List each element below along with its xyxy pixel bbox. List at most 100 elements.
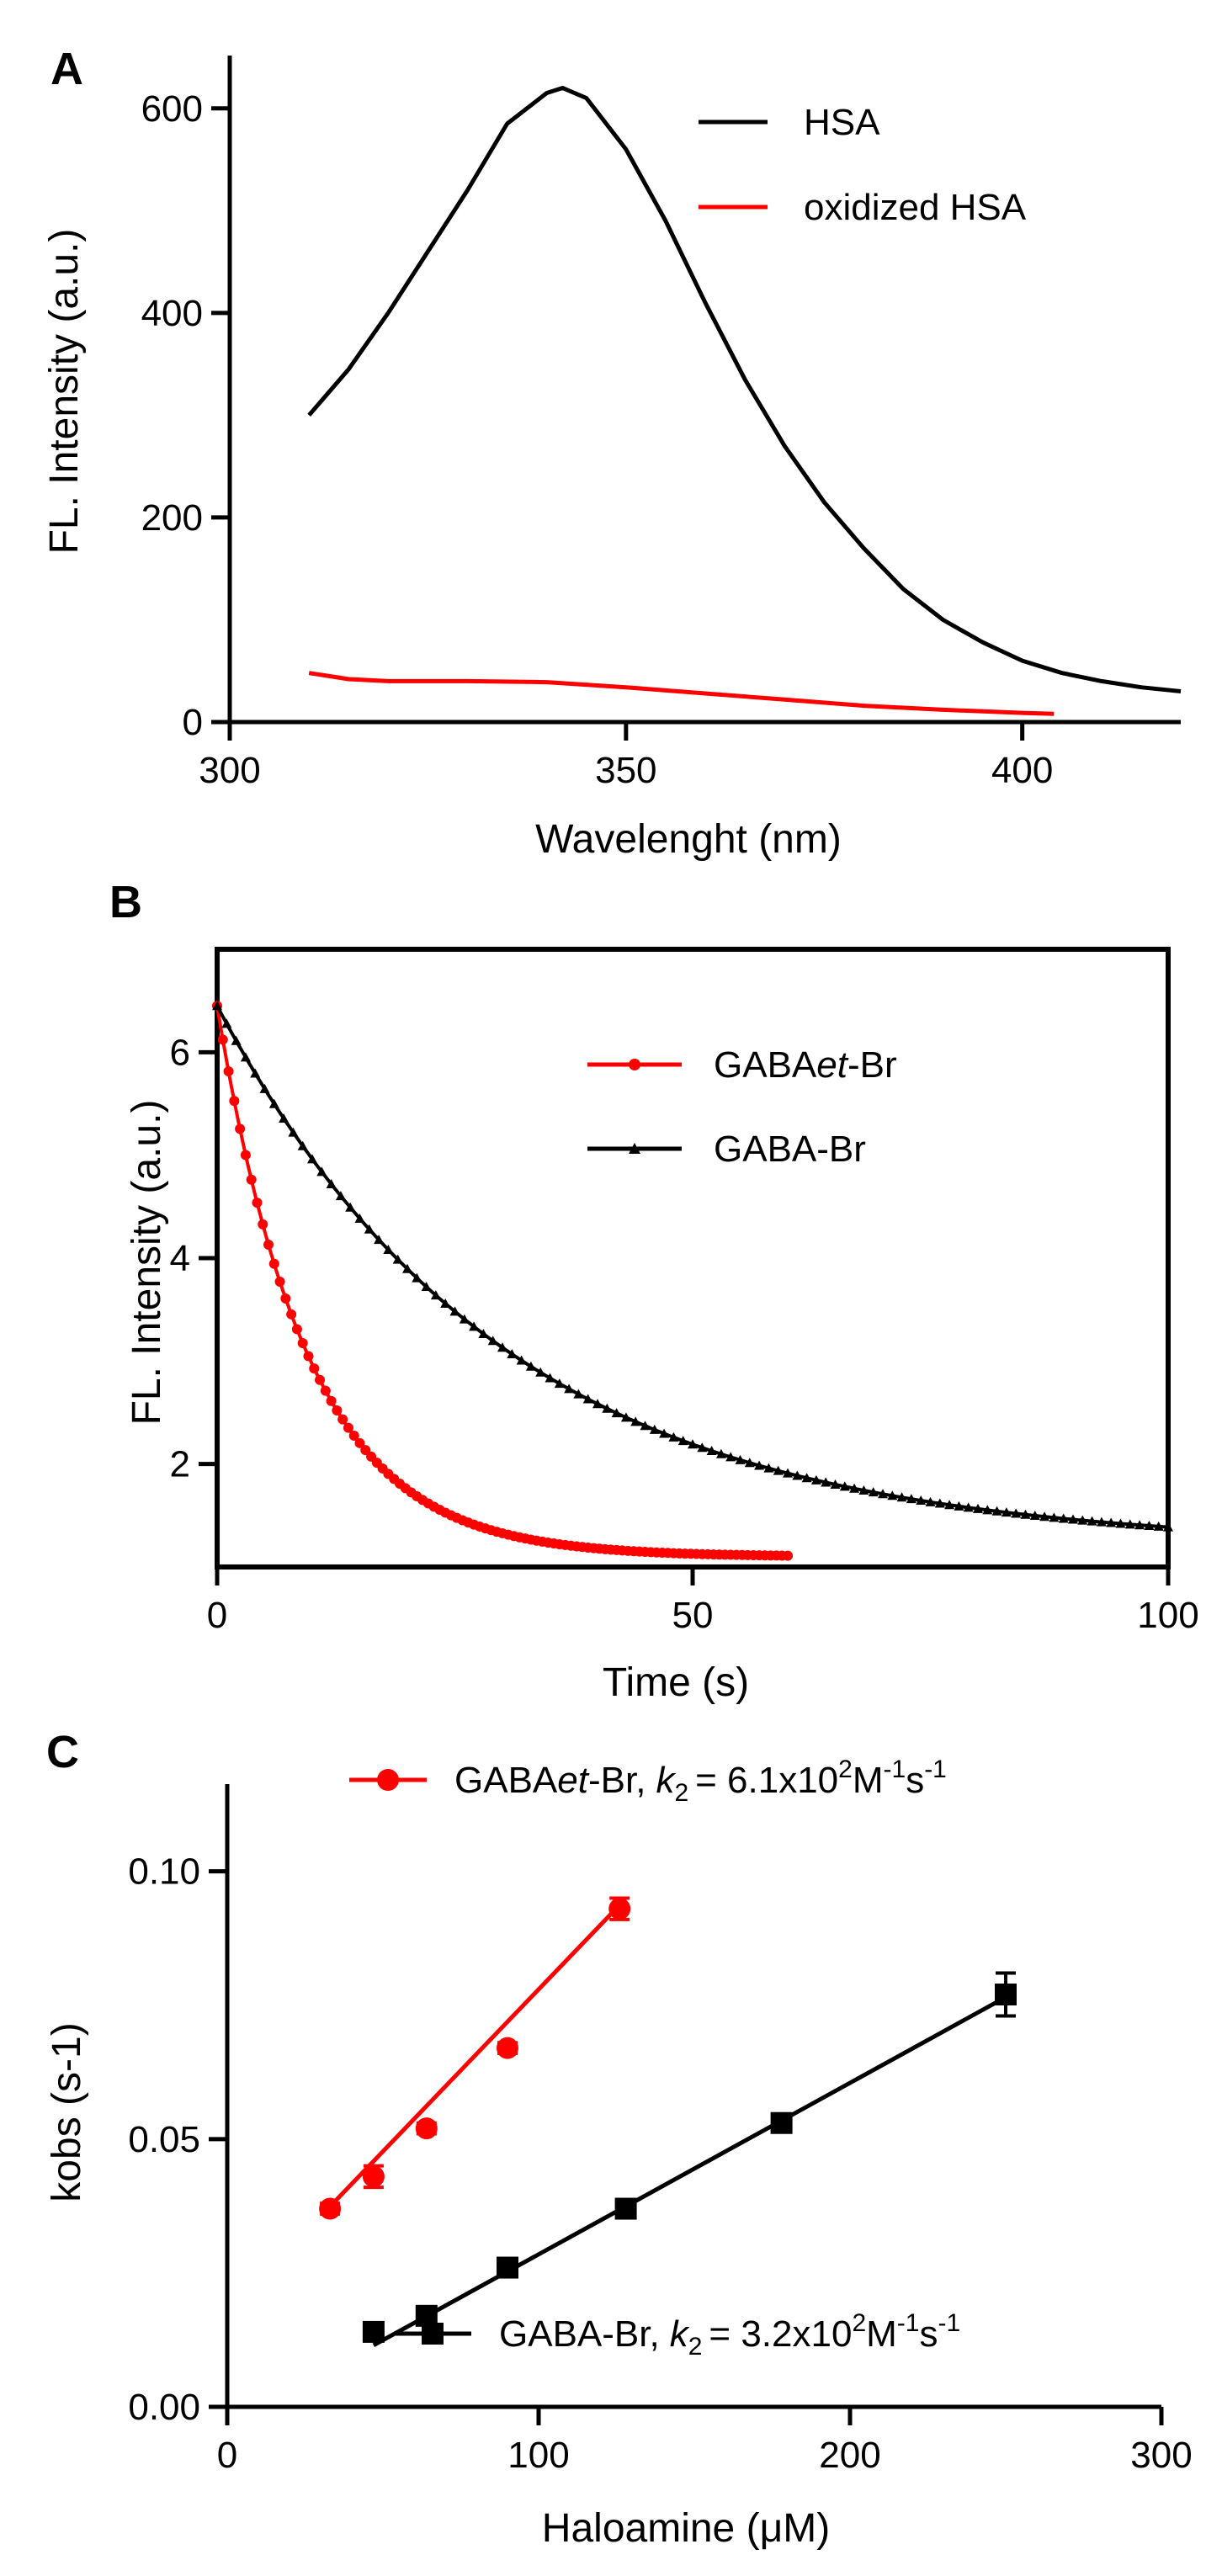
data-point <box>801 1473 812 1483</box>
data-point <box>1039 1511 1050 1522</box>
series-line-gaba-br <box>215 1005 1169 1529</box>
data-point <box>1087 1516 1097 1526</box>
legend-k-symbol: k <box>670 2313 690 2355</box>
data-point <box>963 1502 974 1512</box>
legend-label-part: -Br, <box>588 1760 646 1801</box>
legend-k-subscript: 2 <box>674 1779 688 1807</box>
legend-label: GABAet-Br <box>714 1044 897 1086</box>
data-point <box>240 1052 251 1062</box>
y-tick-label: 600 <box>141 88 203 130</box>
x-tick-label: 300 <box>199 750 260 791</box>
y-tick-label: 0.00 <box>128 2387 200 2428</box>
legend-k-value: = 6.1x10 <box>695 1760 838 1801</box>
legend-exponent: 2 <box>852 2309 866 2337</box>
legend-label-part: GABA <box>454 1760 558 1801</box>
data-point <box>783 1550 793 1561</box>
data-point <box>469 1321 480 1331</box>
data-point <box>268 1258 279 1269</box>
y-tick-label: 6 <box>170 1032 190 1073</box>
x-tick-label: 400 <box>991 750 1053 791</box>
data-point <box>697 1442 708 1453</box>
data-point <box>252 1198 263 1208</box>
data-point <box>315 1374 326 1385</box>
data-point <box>564 1384 575 1394</box>
x-tick-label: 100 <box>507 2435 569 2476</box>
legend-label: oxidized HSA <box>804 187 1027 228</box>
data-point <box>320 1385 331 1396</box>
x-tick-label: 0 <box>217 2435 237 2476</box>
y-tick-label: 0 <box>183 702 203 743</box>
data-point <box>360 1445 371 1456</box>
data-point <box>1163 1522 1173 1532</box>
data-point <box>337 1414 348 1425</box>
legend-k-symbol: k <box>656 1760 676 1801</box>
series-line-gabaet-br <box>215 1005 788 1558</box>
data-point <box>250 1068 261 1078</box>
panel-c-chart: 0.00 0.05 0.10 0 100 200 300 Haloamine (μM) kobs… <box>45 1755 1193 2551</box>
data-point <box>235 1123 246 1134</box>
data-point <box>223 1065 234 1076</box>
data-point <box>659 1428 670 1438</box>
data-point <box>1153 1521 1164 1531</box>
data-point <box>221 1018 232 1028</box>
legend-label-part: et <box>816 1044 848 1086</box>
panel-a-chart: 0 200 400 600 300 350 400 Wavelenght (nm) FL. In… <box>42 56 1182 862</box>
y-tick-label: 400 <box>141 293 203 334</box>
data-point <box>640 1421 651 1431</box>
legend-label: GABAet-Br, k2 = 6.1x102M-1s-1 <box>454 1755 947 1807</box>
y-tick-label: 4 <box>170 1238 190 1279</box>
data-point <box>525 1361 536 1371</box>
data-point <box>1011 1508 1022 1518</box>
data-point <box>954 1500 964 1511</box>
data-point <box>297 1337 308 1348</box>
data-point <box>688 1439 698 1449</box>
x-tick-label: 100 <box>1137 1595 1198 1636</box>
data-point <box>383 1245 394 1255</box>
y-axis-title: kobs (s-1) <box>45 2022 89 2202</box>
legend-unit: s <box>906 1760 924 1801</box>
data-point <box>878 1489 888 1499</box>
panel-label-b: B <box>109 877 142 927</box>
data-point <box>288 1127 299 1137</box>
data-point <box>611 1408 622 1418</box>
panel-label-c: C <box>46 1727 79 1777</box>
data-point <box>412 1272 422 1283</box>
data-point <box>309 1363 320 1374</box>
data-point <box>1068 1514 1078 1524</box>
data-point <box>279 1113 290 1123</box>
data-point <box>459 1314 470 1324</box>
data-point <box>858 1485 869 1495</box>
data-point <box>286 1309 297 1320</box>
data-point <box>449 1306 460 1316</box>
legend-exponent: -1 <box>924 1755 947 1783</box>
data-point <box>297 1140 308 1150</box>
data-point <box>440 1298 451 1308</box>
legend-marker <box>422 2323 444 2345</box>
data-point <box>421 1282 432 1292</box>
data-point <box>507 1349 518 1359</box>
data-point <box>364 1224 375 1234</box>
data-point <box>326 1395 337 1406</box>
legend-exponent: -1 <box>938 2309 960 2337</box>
x-tick-label: 50 <box>672 1595 714 1636</box>
data-point <box>362 2165 385 2188</box>
data-point <box>430 1290 441 1300</box>
data-point <box>821 1477 831 1487</box>
plot-frame <box>215 947 1171 1570</box>
data-point <box>478 1328 489 1338</box>
data-point <box>516 1355 527 1365</box>
data-point <box>354 1213 365 1223</box>
data-point <box>291 1324 302 1335</box>
data-point <box>545 1373 555 1383</box>
x-tick-label: 300 <box>1130 2435 1192 2476</box>
data-point <box>725 1452 736 1462</box>
data-point <box>354 1437 365 1448</box>
legend-unit: M <box>853 1760 884 1801</box>
data-point <box>744 1458 755 1468</box>
data-point <box>1134 1520 1145 1530</box>
panel-label-a: A <box>50 44 83 94</box>
data-point <box>497 1342 507 1352</box>
legend-label: HSA <box>804 102 880 143</box>
data-point <box>348 1431 359 1442</box>
